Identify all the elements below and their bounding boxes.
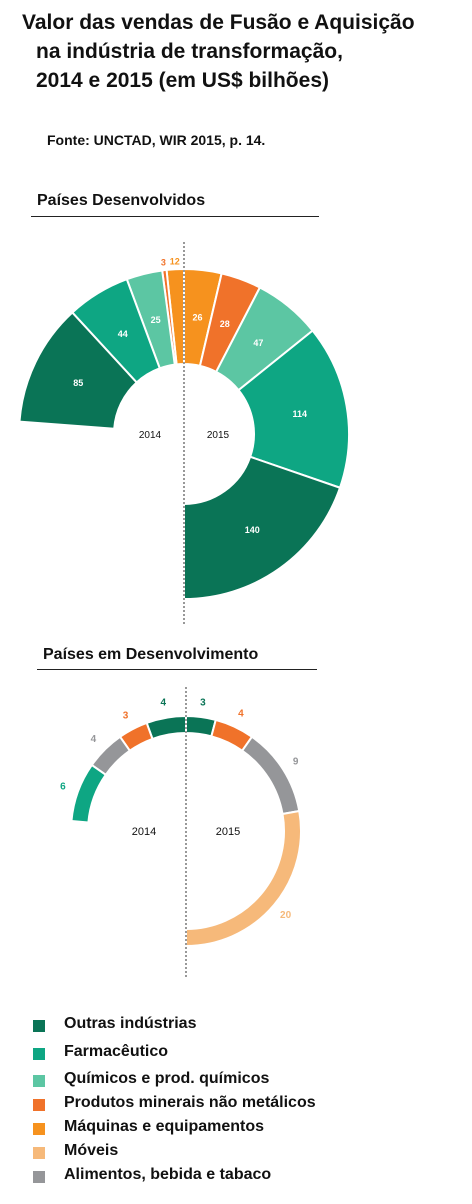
title-line-2: na indústria de transformação, — [36, 40, 343, 63]
section-title-developing: Países em Desenvolvimento — [43, 646, 259, 663]
data-label-2015-maquinas-e-equipamentos: 26 — [192, 312, 202, 322]
slice-2015-farmaceutico — [237, 329, 350, 490]
data-label-2014-maquinas-e-equipamentos: 12 — [170, 256, 180, 266]
legend-label: Produtos minerais não metálicos — [64, 1094, 316, 1111]
legend-swatch — [33, 1099, 45, 1111]
legend-swatch — [33, 1020, 45, 1032]
section-rule-developing — [37, 669, 317, 670]
year-label-2014: 2014 — [132, 826, 156, 838]
data-label-2014-quimicos-e-prod-quimicos: 25 — [151, 315, 161, 325]
legend-label: Máquinas e equipamentos — [64, 1118, 265, 1135]
title-line-1: Valor das vendas de Fusão e Aquisição — [22, 11, 415, 34]
data-label-2014-farmaceutico: 44 — [118, 329, 128, 339]
year-label-2015: 2015 — [207, 430, 230, 441]
slice-2014-alimentos-bebida-e-tabaco — [90, 735, 132, 777]
data-label-2015-produtos-minerais-nao-metalicos: 4 — [238, 709, 244, 720]
slice-2015-outras-industrias — [183, 455, 342, 601]
legend-label: Farmacêutico — [64, 1043, 169, 1060]
data-label-2015-moveis: 20 — [280, 910, 292, 921]
chart-developing-countries: 4 3 4 6 2014 3 4 9 20 2015 — [60, 687, 302, 977]
data-label-2014-outras-industrias: 4 — [160, 697, 166, 708]
source-note: Fonte: UNCTAD, WIR 2015, p. 14. — [47, 132, 266, 148]
data-label-2014-produtos-minerais-nao-metalicos: 3 — [161, 257, 166, 267]
data-label-2015-outras-industrias: 140 — [245, 525, 260, 535]
legend-label: Alimentos, bebida e tabaco — [64, 1166, 272, 1183]
data-label-2014-farmaceutico: 6 — [60, 782, 66, 793]
legend-swatch — [33, 1123, 45, 1135]
data-label-2015-farmaceutico: 114 — [292, 409, 307, 419]
data-label-2014-alimentos-bebida-e-tabaco: 4 — [91, 734, 97, 745]
data-label-2015-outras-industrias: 3 — [200, 698, 206, 709]
slice-2014-farmaceutico — [70, 277, 162, 384]
slice-2014-produtos-minerais-nao-metalicos — [118, 721, 154, 753]
section-title-developed: Países Desenvolvidos — [37, 192, 206, 209]
year-label-2015: 2015 — [216, 826, 240, 838]
legend-swatch — [33, 1171, 45, 1183]
slice-2015-alimentos-bebida-e-tabaco — [240, 735, 301, 816]
section-rule-developed — [31, 216, 319, 217]
slice-2014-outras-industrias — [145, 714, 187, 741]
legend-label: Outras indústrias — [64, 1015, 197, 1032]
legend-label: Químicos e prod. químicos — [64, 1070, 270, 1087]
data-label-2015-alimentos-bebida-e-tabaco: 9 — [293, 757, 299, 768]
slice-2014-quimicos-e-prod-quimicos — [125, 269, 176, 370]
data-label-2015-quimicos-e-prod-quimicos: 47 — [253, 338, 263, 348]
slice-2014-outras-industrias — [18, 311, 139, 430]
legend-swatch — [33, 1075, 45, 1087]
data-label-2014-produtos-minerais-nao-metalicos: 3 — [123, 710, 129, 721]
legend-swatch — [33, 1147, 45, 1159]
title-line-3: 2014 e 2015 (em US$ bilhões) — [36, 69, 329, 92]
slice-2015-moveis — [185, 809, 302, 948]
data-label-2015-produtos-minerais-nao-metalicos: 28 — [220, 319, 230, 329]
legend-label: Móveis — [64, 1142, 119, 1159]
legend-swatch — [33, 1048, 45, 1060]
chart-developed-countries: 12 3 25 44 85 2014 26 28 47 114 140 2015 — [18, 242, 350, 626]
slice-2014-farmaceutico — [70, 763, 108, 824]
year-label-2014: 2014 — [139, 430, 162, 441]
data-label-2014-outras-industrias: 85 — [73, 378, 83, 388]
page-title: Valor das vendas de Fusão e Aquisição na… — [22, 8, 472, 95]
